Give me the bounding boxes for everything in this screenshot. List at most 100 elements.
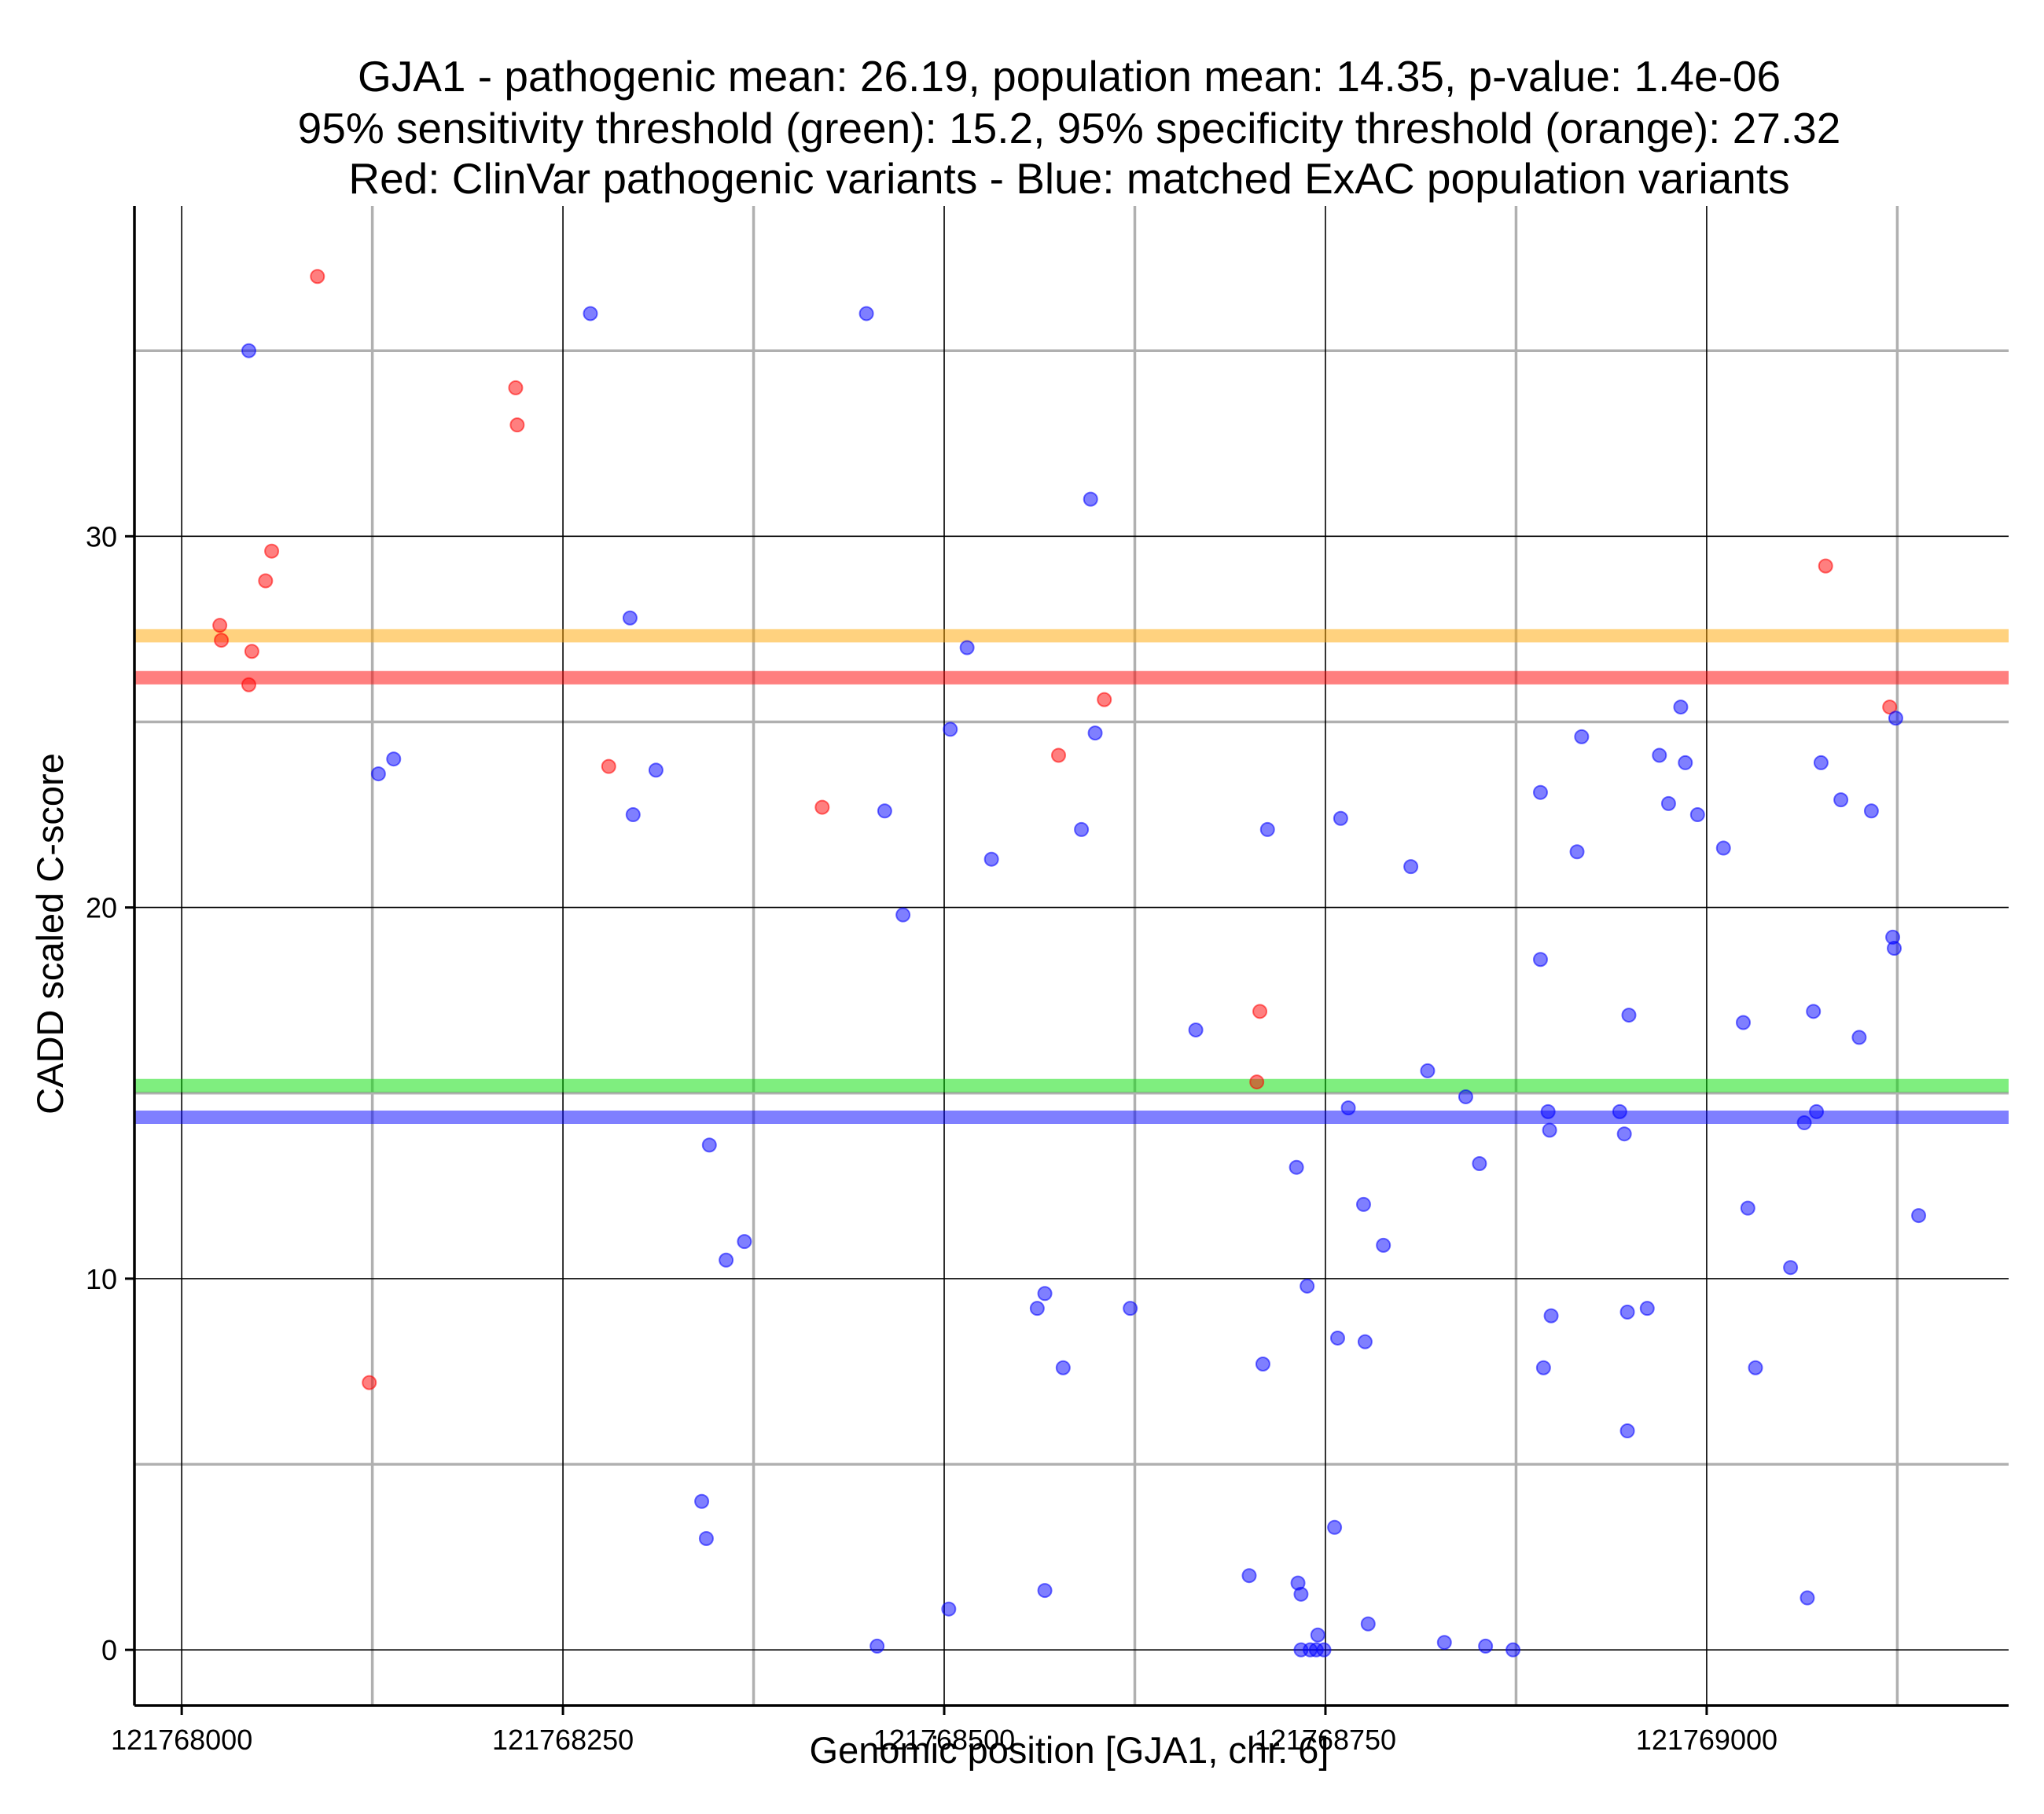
population-variant-point	[1376, 1237, 1391, 1253]
population-variant-point	[877, 803, 892, 819]
population-variant-point	[1241, 1568, 1257, 1584]
population-variant-point	[1532, 952, 1548, 968]
y-axis-ticks: 0 10 20 30	[86, 520, 134, 1666]
population-variant-point	[386, 751, 402, 767]
population-variant-point	[1087, 725, 1103, 741]
population-variant-point	[1621, 1008, 1637, 1023]
population-variant-point	[1478, 1638, 1494, 1654]
pathogenic-variant-point	[310, 269, 325, 285]
population-variant-point	[1888, 711, 1903, 726]
pathogenic-variant-point	[258, 573, 274, 589]
y-axis-label: CADD scaled C-score	[29, 753, 71, 1114]
minor-grid	[134, 206, 2009, 1706]
population-variant-point	[701, 1137, 717, 1153]
population-variant-point	[1420, 1063, 1436, 1078]
population-variant-point	[1310, 1627, 1325, 1643]
population-variant-point	[1083, 491, 1098, 507]
population-variant-point	[1360, 1616, 1376, 1632]
population-variant-point	[737, 1234, 752, 1250]
population-variant-point	[694, 1493, 710, 1509]
population-variant-point	[1123, 1301, 1138, 1316]
population-variant-point	[241, 343, 256, 358]
population-variant-point	[1542, 1122, 1557, 1138]
pathogenic-variant-point	[1818, 558, 1833, 574]
chart-title-line-2: 95% sensitivity threshold (green): 15.2,…	[298, 104, 1841, 152]
population-variant-point	[625, 807, 641, 823]
population-variant-point	[1863, 803, 1879, 819]
population-variant-point	[1316, 1642, 1332, 1658]
major-grid	[134, 206, 2009, 1706]
population-variant-point	[1255, 1357, 1270, 1372]
population-variant-point	[1436, 1635, 1452, 1651]
population-variant-point	[1616, 1126, 1632, 1142]
chart-title-line-1: GJA1 - pathogenic mean: 26.19, populatio…	[358, 52, 1781, 101]
population-variant-point	[1574, 729, 1590, 744]
population-variant-point	[869, 1638, 885, 1654]
population-variant-point	[370, 766, 386, 782]
population-variant-point	[1887, 941, 1902, 957]
population-variant-point	[1357, 1334, 1373, 1349]
y-tick-label: 0	[101, 1634, 117, 1666]
population-variant-point	[1259, 821, 1275, 837]
population-variant-point	[858, 306, 874, 321]
x-tick-label: 121769000	[1636, 1724, 1777, 1756]
population-variant-point	[1652, 747, 1667, 763]
population-variant-point	[983, 851, 999, 867]
population-variant-point	[1748, 1360, 1763, 1375]
population-variant-point	[943, 722, 958, 737]
pathogenic-variant-point	[244, 644, 259, 659]
population-variant-point	[1851, 1030, 1867, 1045]
population-variant-point	[698, 1530, 714, 1546]
x-axis-ticks: 121768000 121768250 121768500 121768750 1217…	[111, 1706, 1777, 1756]
population-variant-point	[1740, 1200, 1755, 1216]
pathogenic-variant-point	[214, 633, 230, 648]
pathogenic-variant-point	[508, 380, 524, 395]
population-variant-point	[1505, 1642, 1521, 1658]
population-variant-point	[1619, 1304, 1635, 1320]
population-variant-point	[1458, 1089, 1473, 1104]
y-tick-label: 10	[86, 1263, 117, 1295]
y-tick-label: 20	[86, 892, 117, 924]
population-variant-point	[1809, 1103, 1825, 1119]
population-variant-point	[1333, 810, 1348, 826]
population-variant-point	[1660, 795, 1676, 811]
population-variant-point	[1619, 1423, 1635, 1439]
population-variant-point	[1055, 1360, 1071, 1375]
axes	[133, 206, 2009, 1707]
population-variant-point	[719, 1252, 734, 1268]
population-variant-point	[1800, 1590, 1815, 1606]
population-variant-point	[1355, 1196, 1371, 1212]
x-tick-label: 121768250	[492, 1724, 634, 1756]
population-variant-point	[583, 306, 598, 321]
population-variant-point	[1806, 1004, 1822, 1019]
population-variant-point	[1289, 1159, 1304, 1175]
population-variant-point	[1678, 755, 1693, 770]
chart-title-line-3: Red: ClinVar pathogenic variants - Blue:…	[348, 154, 1789, 203]
population-variant-point	[1813, 755, 1829, 770]
population-variant-point	[1403, 859, 1419, 875]
population-variant-point	[1300, 1278, 1315, 1294]
population-variant-point	[895, 907, 911, 923]
population-variant-point	[1569, 844, 1585, 860]
pathogenic-variant-point	[241, 677, 256, 692]
population-variant-point	[648, 762, 664, 778]
population-variant-point	[622, 610, 638, 626]
pathogenic-variant-point	[509, 417, 525, 433]
population-variant-point	[1532, 784, 1548, 800]
population-variant-point	[941, 1601, 957, 1617]
population-variant-point	[1911, 1208, 1927, 1224]
population-variant-point	[1029, 1301, 1045, 1316]
pathogenic-variant-point	[1097, 692, 1112, 707]
pathogenic-variant-point	[1252, 1004, 1268, 1019]
pathogenic-variant-point	[1051, 747, 1067, 763]
population-variant-point	[1796, 1115, 1812, 1131]
population-variant-point	[1037, 1286, 1053, 1302]
pathogenic-variant-point	[1882, 700, 1898, 715]
population-variant-point	[1535, 1360, 1551, 1375]
population-variant-point	[1188, 1022, 1204, 1037]
population-variant-point	[1293, 1586, 1309, 1602]
population-variant-point	[1472, 1155, 1487, 1171]
pathogenic-variant-point	[1249, 1074, 1265, 1090]
population-variant-point	[1735, 1015, 1751, 1030]
